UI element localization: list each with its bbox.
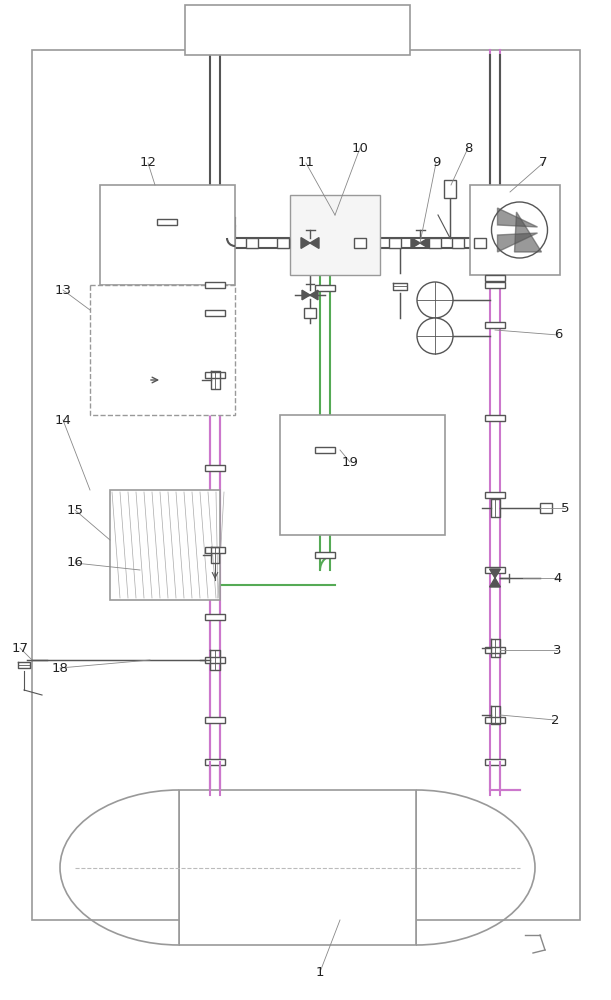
Bar: [485, 492, 505, 498]
Bar: [205, 759, 225, 765]
Bar: [429, 238, 441, 248]
Bar: [246, 238, 258, 248]
Text: 7: 7: [539, 156, 547, 169]
Bar: [205, 310, 225, 316]
Polygon shape: [310, 290, 318, 300]
Bar: [205, 547, 225, 553]
Bar: [205, 282, 225, 288]
Bar: [185, 5, 410, 55]
Text: 14: 14: [54, 414, 71, 426]
Bar: [157, 219, 177, 225]
Bar: [485, 415, 505, 421]
Polygon shape: [301, 238, 310, 248]
Polygon shape: [489, 578, 500, 587]
Bar: [474, 238, 486, 248]
Polygon shape: [489, 569, 500, 578]
Bar: [485, 717, 505, 723]
Bar: [205, 657, 225, 663]
Bar: [205, 465, 225, 471]
Text: 5: 5: [561, 502, 569, 514]
Circle shape: [491, 202, 547, 258]
Circle shape: [417, 318, 453, 354]
Bar: [452, 238, 464, 248]
Text: 6: 6: [554, 328, 562, 342]
Bar: [277, 238, 289, 248]
Bar: [315, 285, 335, 291]
Bar: [444, 180, 456, 198]
Bar: [315, 552, 335, 558]
Text: 3: 3: [553, 644, 562, 656]
Text: 11: 11: [298, 156, 315, 169]
Text: 1: 1: [316, 966, 324, 978]
Text: 4: 4: [554, 572, 562, 584]
Text: 18: 18: [51, 662, 68, 674]
Bar: [485, 275, 505, 281]
Text: 19: 19: [342, 456, 359, 468]
Bar: [110, 490, 220, 600]
Bar: [485, 647, 505, 653]
Bar: [485, 567, 505, 573]
Bar: [315, 447, 335, 453]
Bar: [90, 285, 235, 415]
Bar: [304, 308, 316, 318]
Bar: [205, 372, 225, 378]
Circle shape: [417, 282, 453, 318]
Text: 15: 15: [67, 504, 84, 516]
Polygon shape: [310, 238, 319, 248]
Text: 10: 10: [351, 141, 368, 154]
Bar: [205, 614, 225, 620]
Bar: [540, 503, 552, 513]
Polygon shape: [302, 290, 310, 300]
Text: 12: 12: [139, 156, 156, 169]
Bar: [100, 185, 235, 285]
Bar: [389, 238, 401, 248]
Text: 8: 8: [464, 141, 472, 154]
Bar: [354, 238, 366, 248]
Polygon shape: [514, 212, 541, 252]
Text: 17: 17: [12, 642, 29, 654]
Polygon shape: [497, 208, 538, 227]
Text: 9: 9: [432, 156, 440, 169]
Bar: [485, 322, 505, 328]
Bar: [470, 185, 560, 275]
Bar: [280, 415, 445, 535]
Bar: [205, 717, 225, 723]
Bar: [32, 50, 580, 920]
Bar: [485, 282, 505, 288]
Bar: [179, 790, 416, 945]
Text: 13: 13: [54, 284, 71, 296]
Polygon shape: [411, 238, 420, 248]
Text: 16: 16: [67, 556, 84, 570]
Bar: [290, 195, 380, 275]
Bar: [485, 759, 505, 765]
Polygon shape: [497, 233, 538, 252]
Polygon shape: [420, 238, 429, 248]
Text: 2: 2: [551, 714, 559, 726]
